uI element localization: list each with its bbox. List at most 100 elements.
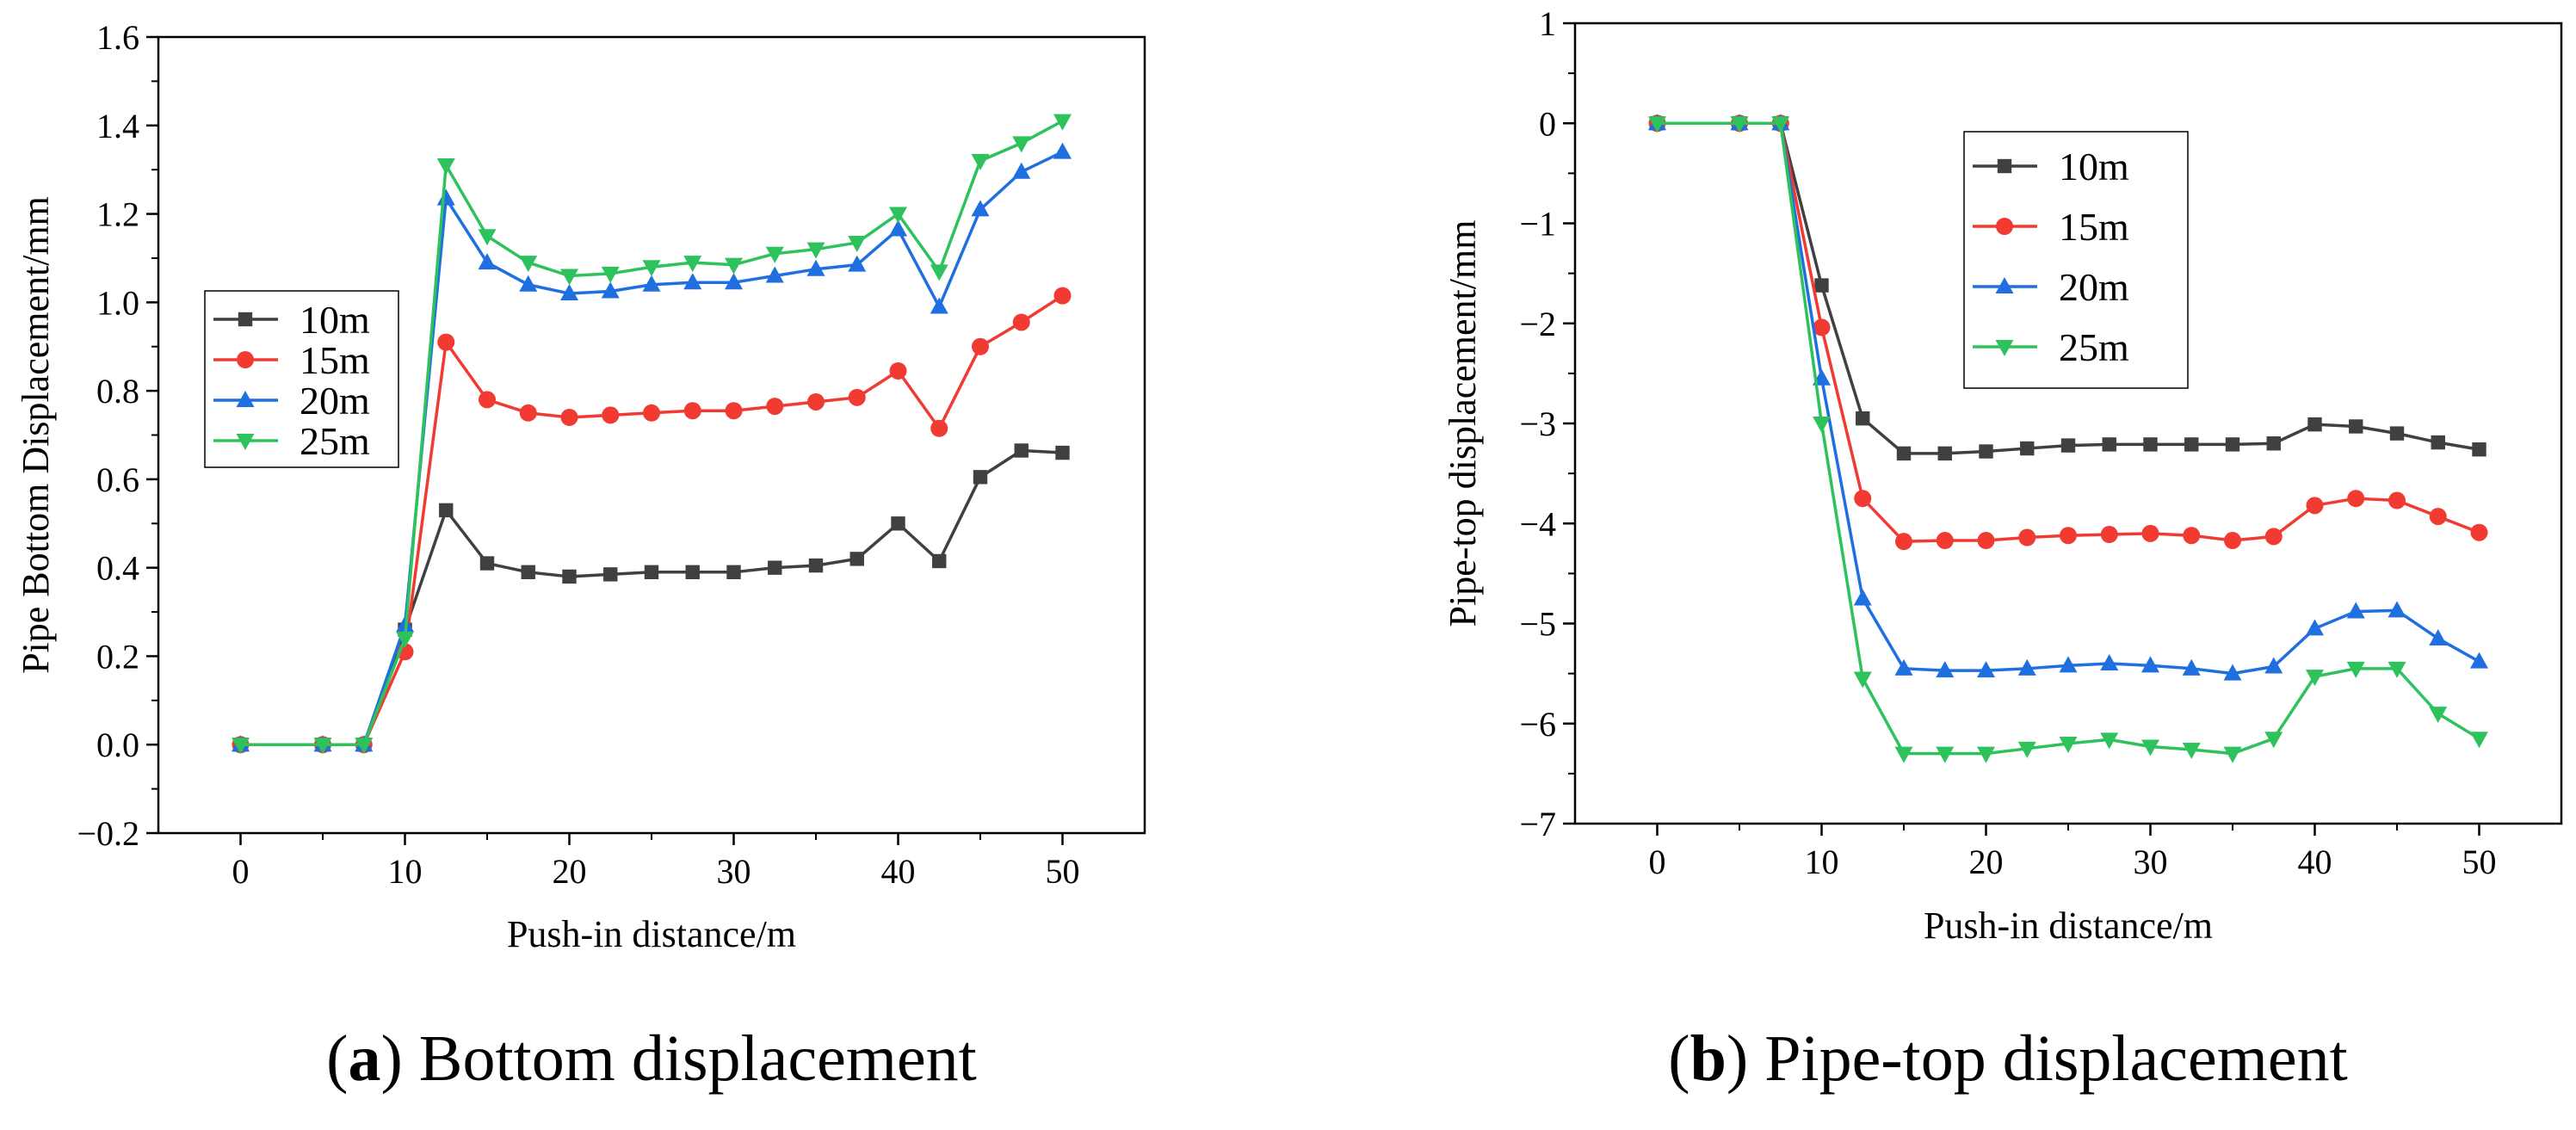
data-point-10m: [2020, 441, 2035, 456]
data-point-25m: [1648, 116, 1666, 133]
data-point-10m: [2472, 442, 2486, 457]
series-line-25m: [240, 120, 1064, 746]
legend-label: 20m: [2059, 265, 2129, 309]
panel-caption: (a) Bottom displacement: [326, 1022, 977, 1095]
data-point-15m: [2141, 524, 2159, 542]
x-tick-label: 0: [232, 852, 250, 891]
caption-letter: b: [1690, 1022, 1727, 1095]
data-point-10m: [808, 558, 824, 573]
caption-paren: (: [1668, 1022, 1690, 1095]
data-point-25m: [2182, 742, 2201, 759]
data-point-25m: [683, 256, 702, 273]
data-point-20m: [2017, 658, 2036, 676]
data-point-10m: [439, 503, 454, 518]
data-point-25m: [2017, 741, 2036, 758]
series-10m: [233, 443, 1070, 752]
data-point-25m: [1813, 417, 1831, 433]
y-tick-label: −1: [1519, 205, 1556, 244]
y-tick-label: −0.2: [77, 814, 139, 853]
data-point-10m: [1856, 411, 1870, 426]
data-point-25m: [725, 257, 743, 275]
data-point-25m: [971, 153, 990, 170]
series-line-25m: [1657, 121, 2480, 756]
legend-label: 15m: [2059, 205, 2129, 249]
data-point-25m: [1894, 746, 1913, 763]
data-point-10m: [2102, 437, 2116, 452]
legend-marker: [238, 312, 253, 327]
y-tick-label: −4: [1519, 504, 1556, 543]
data-point-25m: [560, 269, 578, 286]
data-point-15m: [519, 404, 537, 422]
data-point-25m: [355, 738, 374, 755]
data-point-20m: [436, 188, 455, 206]
data-point-25m: [765, 246, 784, 263]
legend-marker: [1996, 218, 2013, 235]
data-point-10m: [2143, 437, 2158, 452]
y-tick-label: 0.6: [96, 460, 139, 499]
y-axis-title: Pipe Bottom Displacement/mm: [15, 196, 57, 674]
y-tick-label: 1.0: [96, 283, 139, 322]
data-point-10m: [685, 565, 700, 580]
y-axis-title: Pipe-top displacement/mm: [1442, 220, 1484, 627]
data-point-25m: [1977, 746, 1995, 763]
data-point-15m: [2224, 532, 2241, 550]
legend-label: 10m: [2059, 145, 2129, 188]
data-point-25m: [519, 256, 538, 273]
legend-label: 10m: [300, 298, 370, 342]
data-point-10m: [1014, 443, 1029, 458]
x-tick-label: 40: [881, 852, 916, 891]
x-tick-label: 30: [2134, 843, 2168, 881]
data-point-25m: [1853, 671, 1872, 688]
chart-panel-b: 0 10 20 30 40 50 −7 −6 −5 −4 −3 −2 −1 0 1 Push-in dista…: [1442, 4, 2563, 1095]
data-point-20m: [2182, 658, 2201, 676]
caption-text: Pipe-top displacement: [1764, 1022, 2348, 1095]
data-point-20m: [642, 275, 661, 292]
data-point-15m: [1813, 318, 1831, 337]
data-point-25m: [232, 738, 250, 755]
data-point-20m: [2429, 628, 2448, 645]
caption-paren: ): [380, 1022, 418, 1095]
data-point-25m: [848, 235, 867, 252]
series-line-15m: [240, 294, 1064, 746]
data-point-15m: [2388, 491, 2406, 509]
y-tick-label: 0.8: [96, 372, 139, 411]
data-point-15m: [479, 391, 496, 409]
y-tick-label: −5: [1519, 605, 1556, 644]
series-line-20m: [1657, 121, 2480, 676]
data-point-10m: [1979, 444, 1993, 459]
data-point-20m: [1894, 658, 1913, 676]
data-point-25m: [889, 207, 907, 224]
data-point-10m: [891, 516, 905, 531]
data-point-10m: [768, 560, 782, 575]
chart-panel-a: 0 10 20 30 40 50 −0.2 0.0 0.2 0.4 0.6 0.8 1.0 1.2 1.4 1…: [15, 18, 1146, 1095]
y-tick-label: −7: [1519, 805, 1556, 843]
data-point-20m: [601, 281, 620, 299]
y-tick-label: 1: [1539, 4, 1556, 43]
data-point-25m: [2059, 737, 2078, 753]
data-point-20m: [1977, 661, 1995, 678]
data-point-10m: [2431, 435, 2445, 450]
legend-label: 20m: [300, 379, 370, 423]
x-tick-label: 10: [388, 852, 423, 891]
y-tick-label: 0.4: [96, 549, 139, 588]
data-point-10m: [2060, 438, 2076, 453]
data-point-15m: [2018, 528, 2036, 546]
data-point-25m: [1012, 136, 1031, 153]
data-point-15m: [560, 408, 578, 426]
y-tick-label: 1.4: [96, 107, 139, 145]
data-point-10m: [644, 565, 659, 580]
data-point-25m: [2429, 707, 2448, 724]
series-10m: [1650, 116, 2486, 461]
data-point-25m: [2141, 739, 2159, 756]
data-point-15m: [2060, 527, 2077, 545]
data-point-15m: [848, 388, 866, 406]
caption-paren: (: [326, 1022, 348, 1095]
x-tick-label: 50: [2462, 843, 2497, 881]
data-point-10m: [603, 567, 618, 582]
data-point-15m: [1895, 533, 1912, 551]
data-point-20m: [2346, 602, 2365, 619]
data-point-25m: [1730, 116, 1749, 133]
data-point-15m: [972, 337, 989, 355]
